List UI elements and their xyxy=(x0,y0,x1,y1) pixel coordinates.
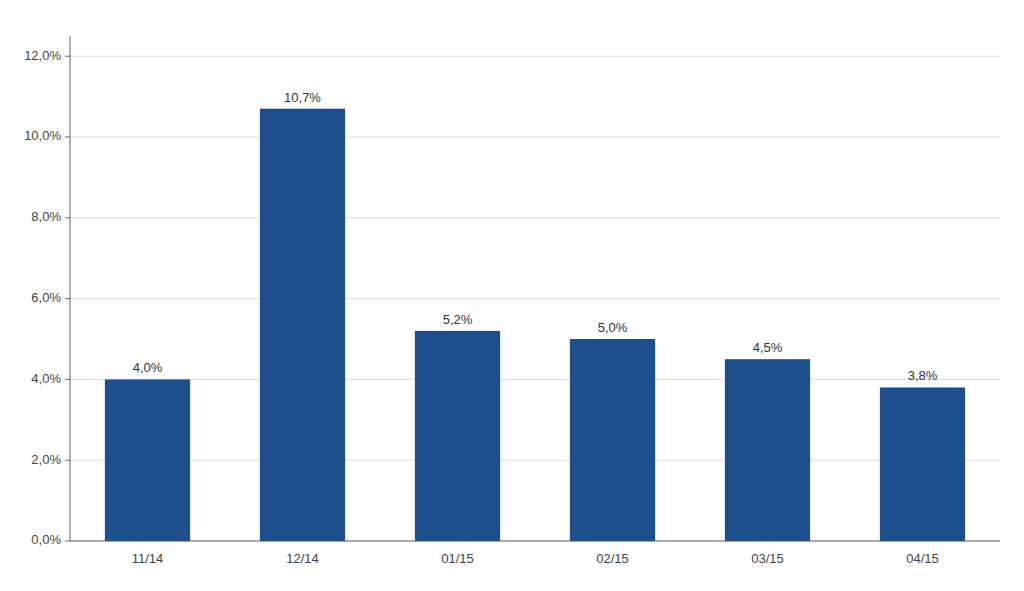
data-label: 3,8% xyxy=(908,368,938,383)
x-tick-label: 04/15 xyxy=(906,551,939,566)
grid xyxy=(70,56,1000,541)
y-tick xyxy=(65,137,70,138)
chart-container: 0,0% 2,0% 4,0% 6,0% 8,0% 10,0% 12,0% 4,0% 10,7% 5… xyxy=(0,0,1024,591)
y-tick-label: 2,0% xyxy=(31,452,61,467)
chart-svg: 0,0% 2,0% 4,0% 6,0% 8,0% 10,0% 12,0% 4,0% 10,7% 5… xyxy=(0,0,1024,591)
y-tick-label: 12,0% xyxy=(24,48,61,63)
grid-line xyxy=(70,137,1000,138)
data-label: 4,5% xyxy=(753,340,783,355)
grid-line xyxy=(70,56,1000,57)
bar xyxy=(725,359,810,541)
grid-line xyxy=(70,379,1000,380)
bar xyxy=(415,331,500,541)
y-tick-label: 8,0% xyxy=(31,209,61,224)
y-tick-label: 6,0% xyxy=(31,290,61,305)
y-tick xyxy=(65,217,70,218)
data-label: 4,0% xyxy=(133,360,163,375)
y-tick xyxy=(65,379,70,380)
y-tick xyxy=(65,460,70,461)
y-tick xyxy=(65,541,70,542)
x-axis-line xyxy=(70,541,1000,542)
grid-line xyxy=(70,298,1000,299)
bar xyxy=(570,339,655,541)
y-tick-label: 0,0% xyxy=(31,532,61,547)
bar xyxy=(105,379,190,541)
data-label: 5,2% xyxy=(443,312,473,327)
y-axis: 0,0% 2,0% 4,0% 6,0% 8,0% 10,0% 12,0% xyxy=(24,36,70,547)
x-tick-label: 12/14 xyxy=(286,551,319,566)
data-label: 10,7% xyxy=(284,90,321,105)
x-tick-label: 01/15 xyxy=(441,551,474,566)
data-labels: 4,0% 10,7% 5,2% 5,0% 4,5% 3,8% xyxy=(133,90,938,384)
bar xyxy=(880,387,965,541)
x-axis: 11/14 12/14 01/15 02/15 03/15 04/15 xyxy=(132,551,939,566)
x-tick-label: 02/15 xyxy=(596,551,629,566)
y-tick xyxy=(65,56,70,57)
x-tick-label: 11/14 xyxy=(132,551,164,566)
grid-line xyxy=(70,541,1000,542)
y-axis-line xyxy=(70,36,71,541)
y-tick-label: 4,0% xyxy=(31,371,61,386)
grid-line xyxy=(70,460,1000,461)
y-tick-label: 10,0% xyxy=(24,128,61,143)
data-label: 5,0% xyxy=(598,320,628,335)
grid-line xyxy=(70,217,1000,218)
bar xyxy=(260,109,345,541)
x-tick-label: 03/15 xyxy=(751,551,784,566)
y-tick xyxy=(65,298,70,299)
bars xyxy=(105,109,965,541)
